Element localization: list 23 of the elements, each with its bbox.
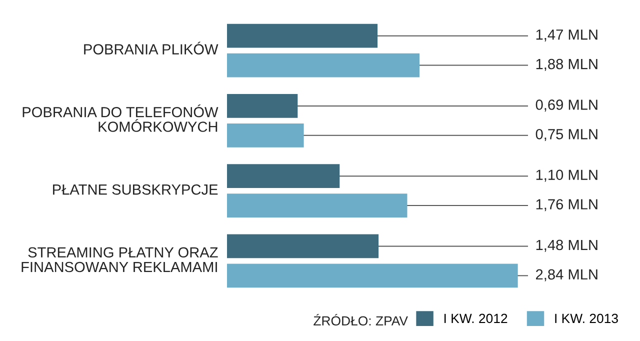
data-label: 1,48 MLN [536, 240, 598, 252]
y-tick-label: STREAMING PŁATNY ORAZ FINANSOWANY REKLAMAMI [22, 247, 218, 272]
data-label: 1,88 MLN [536, 58, 598, 71]
bar [227, 264, 518, 288]
bar [227, 123, 304, 148]
data-label: 2,84 MLN [536, 269, 598, 282]
text: ŹRÓDŁO: ZPAV [314, 314, 408, 326]
y-tick-label: POBRANIA DO TELEFONÓW KOMÓRKOWYCH [22, 104, 218, 132]
bar [227, 194, 408, 218]
bar [227, 24, 378, 48]
legend-label: I KW. 2012 [444, 314, 508, 324]
bar [227, 164, 340, 188]
legend-label: I KW. 2013 [555, 314, 618, 324]
bar [227, 234, 379, 258]
data-label: 0,75 MLN [536, 129, 598, 142]
data-label: 1,10 MLN [536, 170, 598, 182]
data-label: 1,47 MLN [536, 30, 598, 42]
bar [227, 94, 298, 118]
bar [227, 53, 420, 78]
y-tick-label: POBRANIA PLIKÓW [84, 42, 218, 54]
y-tick-label: PŁATNE SUBSKRYPCJE [53, 184, 218, 195]
data-label: 1,76 MLN [536, 199, 598, 212]
data-label: 0,69 MLN [536, 100, 598, 112]
